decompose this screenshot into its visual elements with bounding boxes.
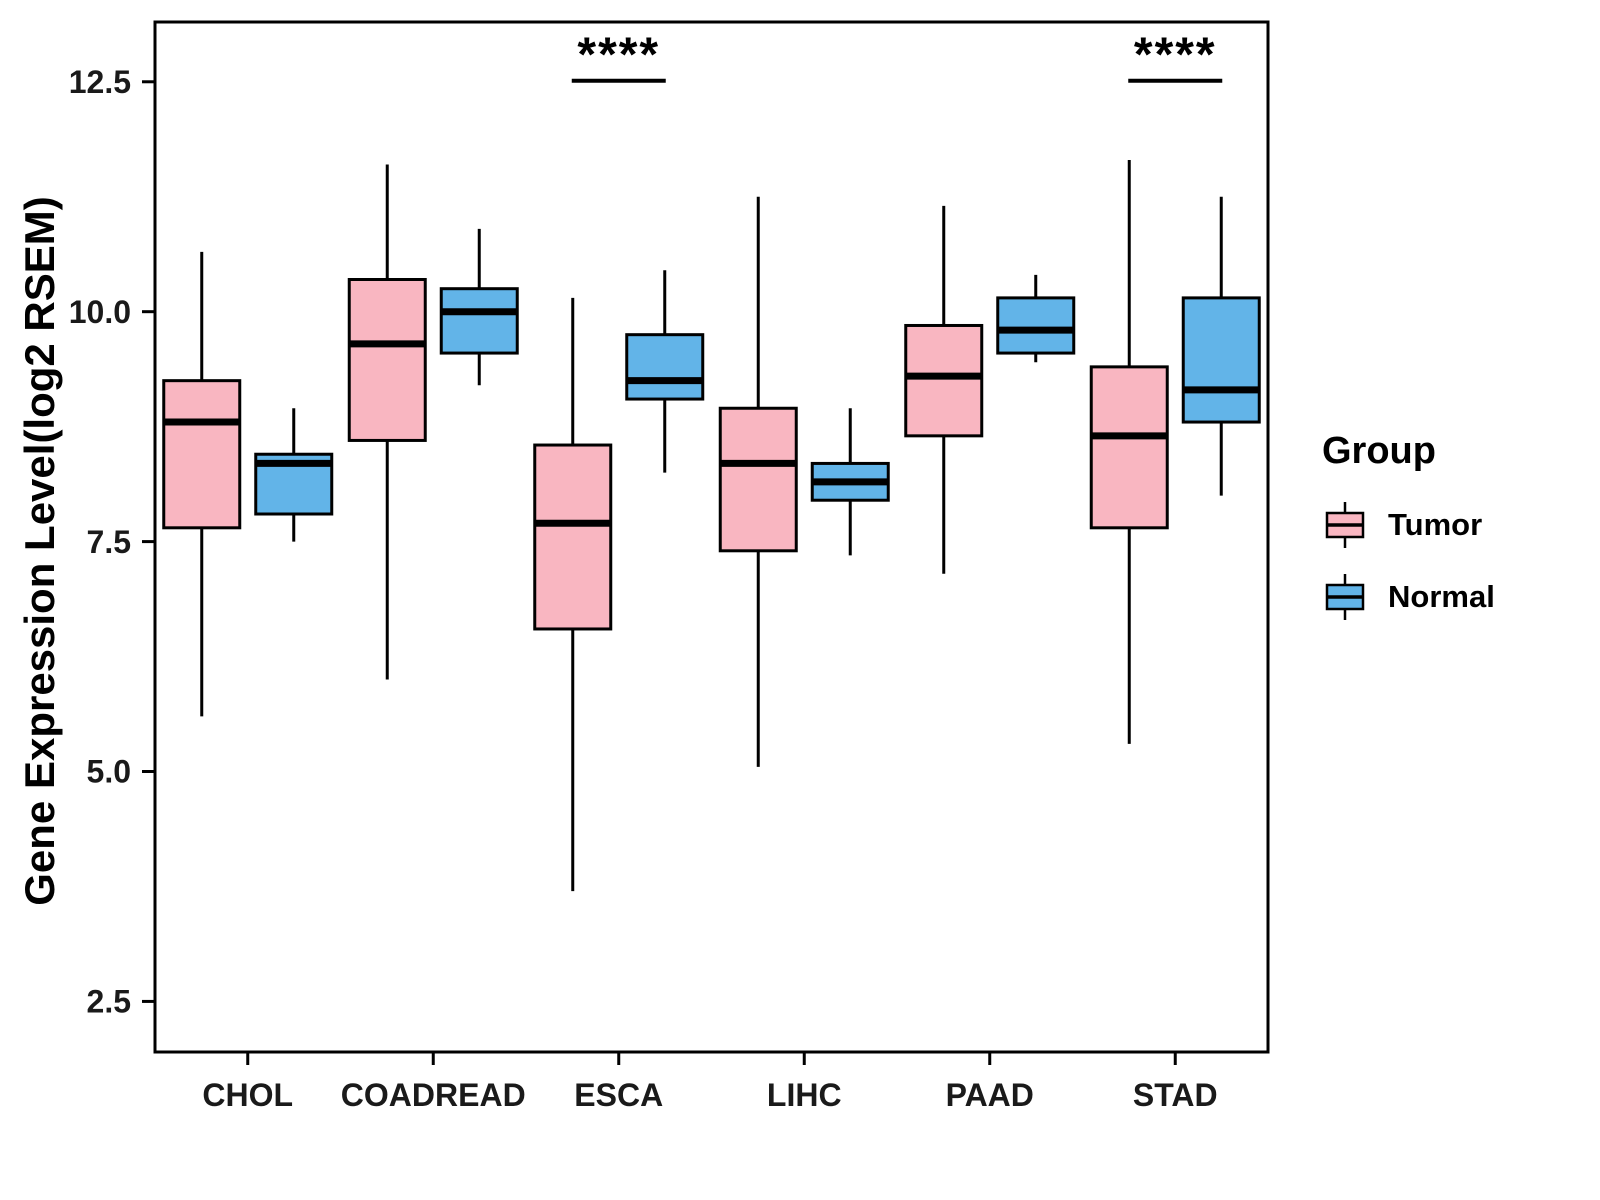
legend-label-tumor: Tumor xyxy=(1388,507,1483,542)
legend-entry-normal: Normal xyxy=(1322,571,1495,623)
svg-text:PAAD: PAAD xyxy=(946,1077,1034,1113)
legend-entry-tumor: Tumor xyxy=(1322,499,1495,551)
legend-title: Group xyxy=(1322,430,1436,472)
svg-text:7.5: 7.5 xyxy=(87,524,131,560)
svg-text:12.5: 12.5 xyxy=(69,64,131,100)
svg-text:2.5: 2.5 xyxy=(87,984,131,1020)
y-axis-label: Gene Expression Level(log2 RSEM) xyxy=(16,196,63,906)
svg-text:STAD: STAD xyxy=(1133,1077,1218,1113)
svg-text:****: **** xyxy=(1134,29,1217,82)
svg-text:ESCA: ESCA xyxy=(574,1077,663,1113)
svg-text:CHOL: CHOL xyxy=(202,1077,293,1113)
tumor-boxplot-key-icon xyxy=(1325,502,1365,548)
legend-label-normal: Normal xyxy=(1388,579,1495,614)
svg-text:COADREAD: COADREAD xyxy=(341,1077,526,1113)
svg-text:10.0: 10.0 xyxy=(69,294,131,330)
svg-text:****: **** xyxy=(577,29,660,82)
legend: Group Tumor Normal xyxy=(1322,430,1495,623)
svg-text:5.0: 5.0 xyxy=(87,754,131,790)
normal-boxplot-key-icon xyxy=(1325,574,1365,620)
svg-text:LIHC: LIHC xyxy=(767,1077,842,1113)
